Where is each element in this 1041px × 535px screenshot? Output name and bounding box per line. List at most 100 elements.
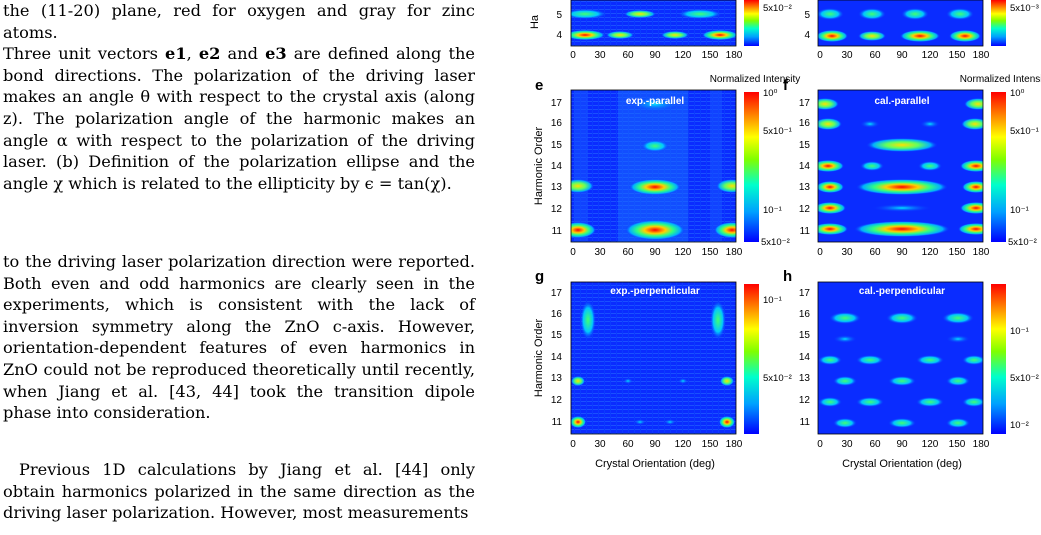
svg-text:16: 16 <box>551 309 563 320</box>
panel-letter: e <box>535 77 543 94</box>
svg-text:13: 13 <box>799 373 811 384</box>
svg-text:12: 12 <box>551 204 563 215</box>
svg-text:0: 0 <box>817 439 823 450</box>
svg-text:30: 30 <box>841 439 853 450</box>
xticks-h: 0 30 60 90 120 150 180 <box>817 439 990 450</box>
svg-text:12: 12 <box>799 395 811 406</box>
svg-text:11: 11 <box>552 226 563 237</box>
svg-text:0: 0 <box>817 247 823 258</box>
colorbar-label: Normalized Intensity <box>960 74 1041 85</box>
panel-letter: h <box>783 268 792 285</box>
yticks-h: 17 16 15 14 13 12 11 <box>799 288 811 428</box>
heatmap-features <box>818 312 983 428</box>
colorbar-ticks-e: 10⁰ 5x10⁻¹ 10⁻¹ 5x10⁻² <box>761 88 792 248</box>
svg-text:5x10⁻²: 5x10⁻² <box>761 237 790 248</box>
ytick: 4 <box>804 30 810 41</box>
panel-title: cal.-perpendicular <box>859 286 945 297</box>
xticks-g: 0 30 60 90 120 150 180 <box>570 439 743 450</box>
svg-text:0: 0 <box>570 247 576 258</box>
svg-text:180: 180 <box>726 50 743 61</box>
svg-text:90: 90 <box>649 247 661 258</box>
svg-text:180: 180 <box>973 439 990 450</box>
colorbar-ticks-f: 10⁰ 5x10⁻¹ 10⁻¹ 5x10⁻² <box>1008 88 1039 248</box>
svg-text:30: 30 <box>594 439 606 450</box>
colorbar <box>991 92 1006 242</box>
svg-text:16: 16 <box>551 118 563 129</box>
svg-text:16: 16 <box>799 118 811 129</box>
heatmap-spots <box>571 9 736 40</box>
xticks-top-left: 0 30 60 90 120 150 180 <box>570 50 743 61</box>
svg-text:60: 60 <box>622 439 634 450</box>
svg-text:30: 30 <box>841 50 853 61</box>
svg-text:17: 17 <box>799 288 811 299</box>
svg-text:0: 0 <box>570 50 576 61</box>
svg-text:5x10⁻²: 5x10⁻² <box>1008 237 1037 248</box>
svg-text:180: 180 <box>973 247 990 258</box>
svg-text:150: 150 <box>949 439 966 450</box>
svg-text:10⁻²: 10⁻² <box>1010 420 1029 431</box>
svg-text:16: 16 <box>799 309 811 320</box>
svg-text:90: 90 <box>649 50 661 61</box>
colorbar <box>744 0 759 46</box>
svg-text:5x10⁻²: 5x10⁻² <box>1010 373 1039 384</box>
svg-text:10⁰: 10⁰ <box>1010 88 1025 99</box>
yticks-e: 17 16 15 14 13 12 11 <box>551 98 563 237</box>
heatmap-area <box>571 282 736 434</box>
svg-text:180: 180 <box>726 439 743 450</box>
svg-text:180: 180 <box>973 50 990 61</box>
svg-text:120: 120 <box>922 439 939 450</box>
svg-text:120: 120 <box>922 247 939 258</box>
svg-text:14: 14 <box>551 352 563 363</box>
svg-text:13: 13 <box>799 182 811 193</box>
colorbar-tick: 5x10⁻² <box>763 3 792 14</box>
panel-title: exp.-perpendicular <box>610 286 700 297</box>
text-column: the (11-20) plane, red for oxygen and gr… <box>0 0 480 535</box>
svg-text:30: 30 <box>594 50 606 61</box>
body-paragraph-1: to the driving laser polarization direct… <box>3 252 475 423</box>
svg-text:14: 14 <box>551 161 563 172</box>
svg-text:150: 150 <box>949 50 966 61</box>
figure-caption: the (11-20) plane, red for oxygen and gr… <box>3 1 475 193</box>
colorbar <box>744 92 759 242</box>
panel-h: h cal.-perpendicular 17 16 <box>783 268 1039 470</box>
panel-e: e Normalized Intensity Harmonic Order ex… <box>533 74 800 258</box>
svg-text:60: 60 <box>869 50 881 61</box>
svg-text:11: 11 <box>800 417 811 428</box>
svg-text:13: 13 <box>551 182 563 193</box>
heatmap-spots <box>818 8 981 42</box>
panel-top-right-partial: 5 4 0 30 60 90 120 150 180 5x10⁻³ <box>804 0 1039 61</box>
svg-text:60: 60 <box>622 50 634 61</box>
svg-text:150: 150 <box>702 247 719 258</box>
svg-text:150: 150 <box>949 247 966 258</box>
svg-text:120: 120 <box>922 50 939 61</box>
svg-text:150: 150 <box>702 439 719 450</box>
svg-text:15: 15 <box>799 140 811 151</box>
svg-text:60: 60 <box>869 439 881 450</box>
svg-text:14: 14 <box>799 352 811 363</box>
ytick: 5 <box>556 10 562 21</box>
svg-text:150: 150 <box>702 50 719 61</box>
svg-text:10⁰: 10⁰ <box>763 88 778 99</box>
svg-text:17: 17 <box>551 288 563 299</box>
figure-panels: Ha 5 4 0 30 60 90 120 150 180 5x10⁻² <box>500 0 1041 535</box>
svg-text:17: 17 <box>799 98 811 109</box>
panel-g: g Harmonic Order exp.-perpendicular 17 1… <box>533 268 792 470</box>
panel-letter: g <box>535 268 544 285</box>
colorbar-label: Normalized Intensity <box>710 74 801 85</box>
heatmap-features <box>571 300 735 428</box>
svg-text:10⁻¹: 10⁻¹ <box>1010 326 1029 337</box>
svg-text:13: 13 <box>551 373 563 384</box>
panel-title: cal.-parallel <box>874 96 929 107</box>
svg-text:5x10⁻¹: 5x10⁻¹ <box>763 126 792 137</box>
colorbar-ticks-g: 10⁻¹ 5x10⁻² <box>763 295 792 384</box>
svg-text:10⁻¹: 10⁻¹ <box>763 205 782 216</box>
svg-text:120: 120 <box>675 50 692 61</box>
heatmap-area <box>818 282 983 434</box>
svg-text:5x10⁻¹: 5x10⁻¹ <box>1010 126 1039 137</box>
svg-text:60: 60 <box>869 247 881 258</box>
yticks-f: 17 16 15 14 13 12 11 <box>799 98 811 237</box>
svg-text:14: 14 <box>799 161 811 172</box>
ytick: 4 <box>556 30 562 41</box>
panel-top-left-partial: Ha 5 4 0 30 60 90 120 150 180 5x10⁻² <box>529 0 792 61</box>
svg-text:10⁻¹: 10⁻¹ <box>1010 205 1029 216</box>
